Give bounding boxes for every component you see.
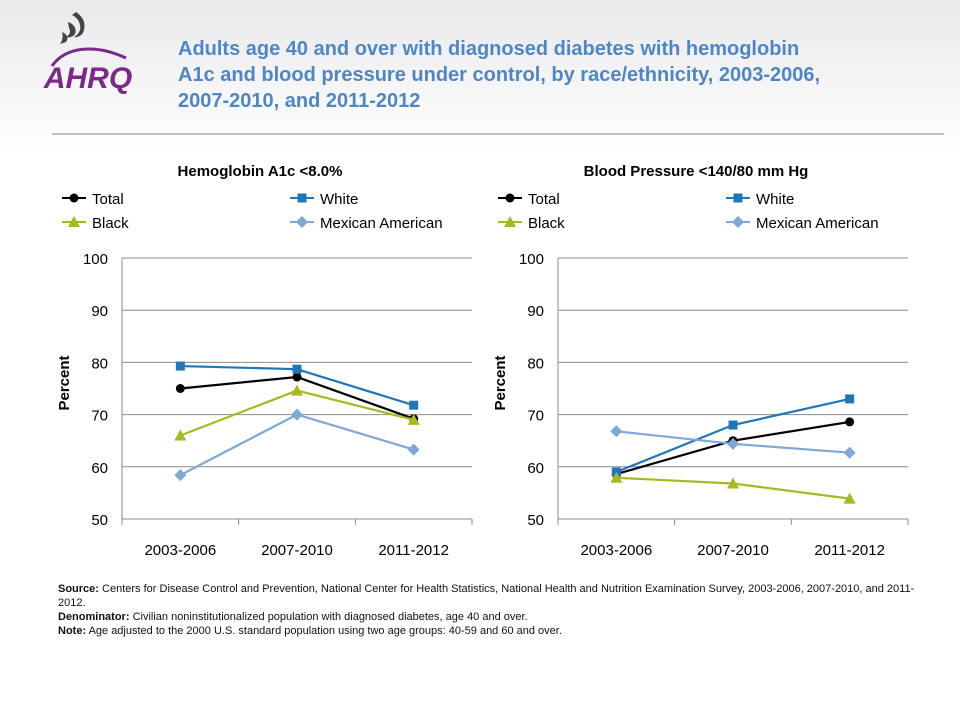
data-point-mexican-american bbox=[727, 437, 739, 450]
legend-label-black: Black bbox=[528, 215, 565, 232]
source-label: Source: bbox=[58, 583, 99, 595]
x-tick-label: 2007-2010 bbox=[697, 542, 769, 559]
data-point-black bbox=[407, 413, 420, 425]
legend-label-white: White bbox=[756, 191, 794, 208]
series-line-mexican-american bbox=[179, 413, 414, 477]
x-tick-label: 2003-2006 bbox=[144, 542, 216, 559]
data-point-black bbox=[610, 471, 623, 483]
denominator-label: Denominator: bbox=[58, 611, 130, 623]
legend-label-mexican-american: Mexican American bbox=[320, 215, 443, 232]
legend-marker-mexican-american bbox=[296, 216, 308, 228]
y-tick-label: 70 bbox=[91, 408, 108, 425]
y-tick-label: 80 bbox=[91, 355, 108, 372]
data-point-white bbox=[845, 394, 855, 404]
ahrq-logo: AHRQ bbox=[43, 12, 132, 95]
x-tick-label: 2003-2006 bbox=[580, 542, 652, 559]
denominator-text: Civilian noninstitutionalized population… bbox=[132, 611, 528, 623]
data-point-white bbox=[728, 420, 738, 430]
legend-marker-mexican-american bbox=[732, 216, 744, 228]
data-point-mexican-american bbox=[843, 446, 856, 459]
legend-label-total: Total bbox=[528, 191, 560, 208]
x-tick-label: 2011-2012 bbox=[814, 542, 885, 559]
source-note: Source: Centers for Disease Control and … bbox=[58, 582, 938, 610]
chart-hba1c-svg: Hemoglobin A1c <8.0% Total White Black Mexic… bbox=[56, 163, 473, 559]
y-tick-label: 90 bbox=[527, 303, 544, 320]
y-tick-label: 100 bbox=[83, 251, 108, 268]
data-point-black bbox=[174, 429, 187, 441]
y-tick-label: 50 bbox=[527, 512, 544, 529]
data-point-mexican-american bbox=[407, 443, 420, 456]
data-point-black bbox=[843, 492, 856, 504]
slide-title: Adults age 40 and over with diagnosed di… bbox=[178, 38, 821, 112]
denominator-note: Denominator: Civilian noninstitutionaliz… bbox=[58, 610, 938, 624]
data-point-black bbox=[291, 384, 303, 396]
y-tick-label: 60 bbox=[91, 460, 108, 477]
hhs-eagle-icon bbox=[60, 12, 85, 44]
title-divider bbox=[52, 133, 944, 135]
y-tick-label: 90 bbox=[91, 303, 108, 320]
footnotes: Source: Centers for Disease Control and … bbox=[58, 582, 938, 638]
data-point-white bbox=[292, 364, 302, 374]
y-axis-label: Percent bbox=[56, 355, 73, 410]
logo-text: AHRQ bbox=[43, 62, 132, 95]
data-point-total bbox=[175, 384, 185, 393]
data-point-mexican-american bbox=[174, 469, 187, 482]
legend-label-mexican-american: Mexican American bbox=[756, 215, 879, 232]
y-tick-label: 100 bbox=[519, 251, 544, 268]
data-point-total bbox=[292, 372, 302, 382]
chart-title: Hemoglobin A1c <8.0% bbox=[178, 163, 343, 180]
y-tick-label: 60 bbox=[527, 460, 544, 477]
y-tick-label: 80 bbox=[527, 355, 544, 372]
chart-title: Blood Pressure <140/80 mm Hg bbox=[584, 163, 809, 180]
data-point-white bbox=[175, 361, 185, 371]
legend-label-black: Black bbox=[92, 215, 129, 232]
y-axis-label: Percent bbox=[492, 355, 509, 410]
legend-marker-black bbox=[68, 216, 80, 227]
legend-marker-total bbox=[505, 193, 515, 203]
legend-marker-white bbox=[733, 193, 743, 203]
data-point-total bbox=[845, 417, 855, 427]
note-text: Age adjusted to the 2000 U.S. standard p… bbox=[88, 625, 562, 637]
logo-swoosh bbox=[50, 47, 127, 67]
note: Note: Age adjusted to the 2000 U.S. stan… bbox=[58, 624, 938, 638]
chart-blood-pressure: Blood Pressure <140/80 mm Hg Total White Bl… bbox=[476, 150, 916, 570]
data-point-mexican-american bbox=[291, 408, 303, 421]
legend-label-white: White bbox=[320, 191, 358, 208]
x-tick-label: 2007-2010 bbox=[261, 542, 333, 559]
y-tick-label: 50 bbox=[91, 512, 108, 529]
chart-blood-pressure-svg: Blood Pressure <140/80 mm Hg Total White Bl… bbox=[492, 163, 909, 559]
header-band bbox=[0, 0, 960, 150]
x-tick-label: 2011-2012 bbox=[378, 542, 449, 559]
data-point-white bbox=[409, 400, 419, 410]
data-point-mexican-american bbox=[610, 425, 623, 438]
data-point-black bbox=[727, 477, 739, 489]
chart-hba1c: Hemoglobin A1c <8.0% Total White Black Mexic… bbox=[40, 150, 480, 570]
legend-label-total: Total bbox=[92, 191, 124, 208]
legend-marker-white bbox=[297, 193, 307, 203]
legend-marker-total bbox=[69, 193, 79, 203]
legend-marker-black bbox=[504, 216, 516, 227]
note-label: Note: bbox=[58, 625, 87, 637]
source-text: Centers for Disease Control and Preventi… bbox=[58, 583, 915, 609]
y-tick-label: 70 bbox=[527, 408, 544, 425]
